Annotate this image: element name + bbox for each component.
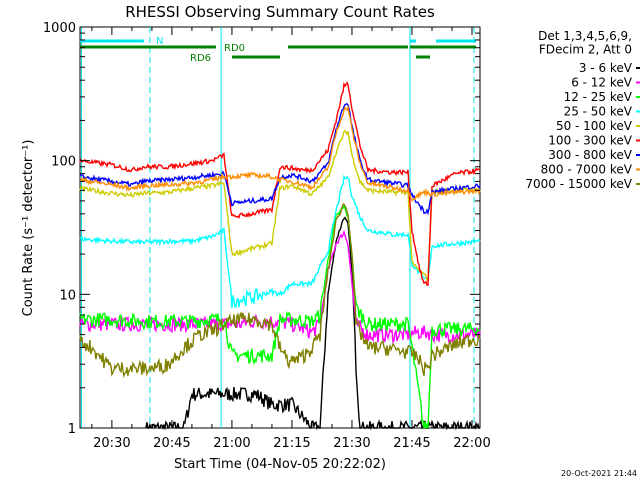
- y-axis-label: Count Rate (s⁻¹ detector⁻¹): [21, 140, 36, 317]
- x-axis-label: Start Time (04-Nov-05 20:22:02): [174, 457, 386, 472]
- label-n: N: [156, 36, 163, 47]
- legend-entry: 800 - 7000 keV: [541, 163, 633, 177]
- y-axis: 1 10 100 1000: [43, 21, 480, 437]
- x-tick-label: 21:45: [393, 436, 430, 451]
- legend-entry: 7000 - 15000 keV: [525, 177, 632, 191]
- series-line-5: [79, 81, 481, 286]
- y-tick-label: 100: [51, 155, 76, 170]
- x-tick-label: 22:00: [453, 436, 490, 451]
- x-tick-label: 21:15: [273, 436, 310, 451]
- time-markers: [80, 27, 475, 428]
- data-series: [79, 81, 481, 431]
- series-line-3: [79, 174, 481, 308]
- series-line-0: [145, 216, 480, 431]
- series-line-7: [79, 105, 481, 202]
- series-line-4: [79, 129, 481, 282]
- label-rd6: RD6: [190, 53, 211, 64]
- plot-frame: [79, 26, 481, 429]
- legend-entry: 300 - 800 keV: [548, 148, 632, 162]
- legend-entry: 6 - 12 keV: [571, 76, 633, 90]
- x-tick-label: 21:30: [333, 436, 370, 451]
- footer-date: 20-Oct-2021 21:44: [561, 469, 637, 478]
- x-tick-label: 21:00: [213, 436, 250, 451]
- legend-entry: 100 - 300 keV: [548, 134, 632, 148]
- y-tick-label: 1: [68, 422, 76, 437]
- legend-header-line: FDecim 2, Att 0: [539, 43, 632, 57]
- series-line-8: [79, 203, 481, 379]
- y-tick-label: 1000: [43, 21, 76, 36]
- legend-header-line: Det 1,3,4,5,6,9,: [538, 29, 632, 43]
- y-tick-label: 10: [59, 288, 76, 303]
- label-rd0: RD0: [224, 43, 245, 54]
- x-tick-label: 20:30: [93, 436, 130, 451]
- legend-entry: 3 - 6 keV: [579, 61, 633, 75]
- legend-entry: 12 - 25 keV: [564, 90, 633, 104]
- attenuator-state-bars: N RD0 RD6: [79, 36, 476, 64]
- x-tick-label: 20:45: [153, 436, 190, 451]
- x-axis: 20:30 20:45 21:00 21:15 21:30 21:45 22:00: [91, 27, 491, 451]
- series-line-6: [79, 103, 481, 216]
- legend-entry: 50 - 100 keV: [556, 119, 633, 133]
- chart-title: RHESSI Observing Summary Count Rates: [125, 3, 435, 21]
- legend: Det 1,3,4,5,6,9,FDecim 2, Att 0 3 - 6 keV…: [525, 29, 640, 191]
- legend-entry: 25 - 50 keV: [564, 105, 633, 119]
